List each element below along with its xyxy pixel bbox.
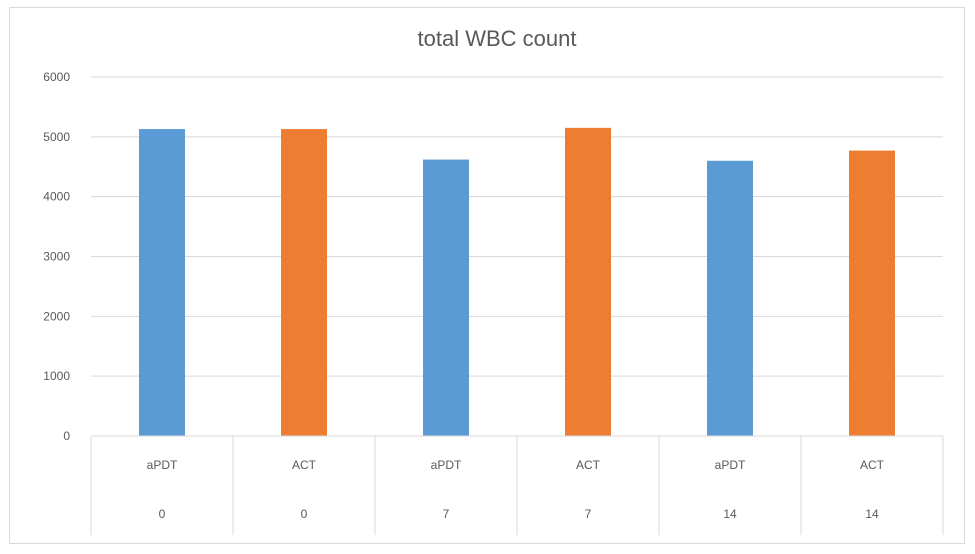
x-tick-label-day: 7 bbox=[585, 507, 592, 521]
bars bbox=[139, 127, 895, 436]
x-tick-label-group: ACT bbox=[292, 458, 317, 472]
x-tick-label-group: aPDT bbox=[715, 458, 746, 472]
x-tick-label-day: 0 bbox=[301, 507, 308, 521]
y-axis-ticks: 0 1000 2000 3000 4000 5000 6000 bbox=[43, 70, 70, 443]
x-axis-table: aPDT 0 ACT 0 aPDT 7 ACT 7 aPDT 14 ACT 14 bbox=[90, 435, 944, 535]
x-tick-label-group: ACT bbox=[576, 458, 601, 472]
gridlines bbox=[91, 76, 943, 377]
x-tick-label-day: 14 bbox=[723, 507, 737, 521]
bar-apdt-day-14 bbox=[707, 160, 753, 436]
y-tick-label: 3000 bbox=[43, 250, 70, 264]
bar-act-day-0 bbox=[281, 129, 327, 436]
y-tick-label: 5000 bbox=[43, 130, 70, 144]
x-tick-label-group: aPDT bbox=[431, 458, 462, 472]
x-tick-label-day: 0 bbox=[159, 507, 166, 521]
x-tick-label-day: 7 bbox=[443, 507, 450, 521]
y-tick-label: 2000 bbox=[43, 309, 70, 323]
y-tick-label: 1000 bbox=[43, 369, 70, 383]
bar-act-day-14 bbox=[849, 150, 895, 436]
x-tick-label-group: ACT bbox=[860, 458, 885, 472]
bar-act-day-7 bbox=[565, 127, 611, 436]
y-tick-label: 6000 bbox=[43, 70, 70, 84]
y-tick-label: 0 bbox=[63, 429, 70, 443]
bar-apdt-day-7 bbox=[423, 159, 469, 436]
y-tick-label: 4000 bbox=[43, 190, 70, 204]
x-tick-label-day: 14 bbox=[865, 507, 879, 521]
chart-title: total WBC count bbox=[418, 26, 577, 51]
bar-apdt-day-0 bbox=[139, 129, 185, 436]
x-tick-label-group: aPDT bbox=[147, 458, 178, 472]
